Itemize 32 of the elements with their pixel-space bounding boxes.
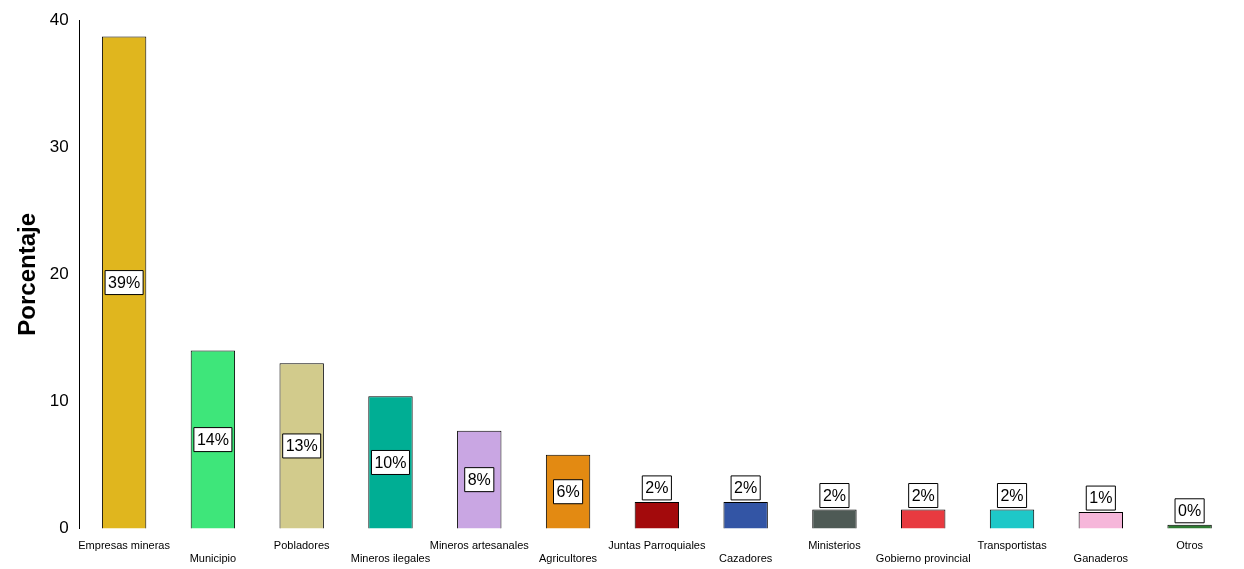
data-label: 2% — [822, 486, 846, 504]
y-tick-label: 40 — [49, 9, 69, 29]
y-tick-label: 30 — [49, 136, 69, 156]
x-tick-label: Agricultores — [539, 552, 598, 565]
data-label: 14% — [196, 431, 229, 448]
data-label: 39% — [108, 273, 141, 291]
data-label: 2% — [645, 479, 669, 497]
y-tick-label: 0 — [59, 518, 69, 538]
data-label: 13% — [285, 437, 318, 455]
x-tick-label: Empresas mineras — [78, 539, 171, 552]
x-tick-label: Juntas Parroquiales — [608, 539, 706, 552]
y-axis-title: Porcentaje — [13, 212, 41, 336]
x-tick-label: Mineros ilegales — [350, 552, 431, 565]
data-label: 1% — [1089, 489, 1113, 507]
data-label: 6% — [556, 483, 580, 501]
x-tick-label: Municipio — [189, 552, 237, 565]
data-label: 2% — [734, 479, 758, 497]
x-tick-label: Otros — [1176, 539, 1204, 552]
x-tick-label: Pobladores — [273, 539, 331, 552]
x-tick-label: Transportistas — [977, 539, 1048, 552]
y-tick-label: 10 — [49, 391, 69, 411]
x-tick-label: Ministerios — [808, 539, 862, 552]
y-tick-label: 20 — [49, 263, 69, 283]
data-label: 0% — [1178, 502, 1202, 520]
data-label: 10% — [374, 453, 407, 471]
x-tick-label: Mineros artesanales — [429, 539, 530, 552]
x-tick-label: Cazadores — [719, 552, 773, 565]
x-tick-label: Gobierno provincial — [875, 552, 971, 565]
data-label: 2% — [911, 486, 935, 504]
data-label: 8% — [467, 471, 491, 489]
x-tick-label: Ganaderos — [1073, 552, 1129, 565]
data-label: 2% — [1000, 486, 1024, 504]
